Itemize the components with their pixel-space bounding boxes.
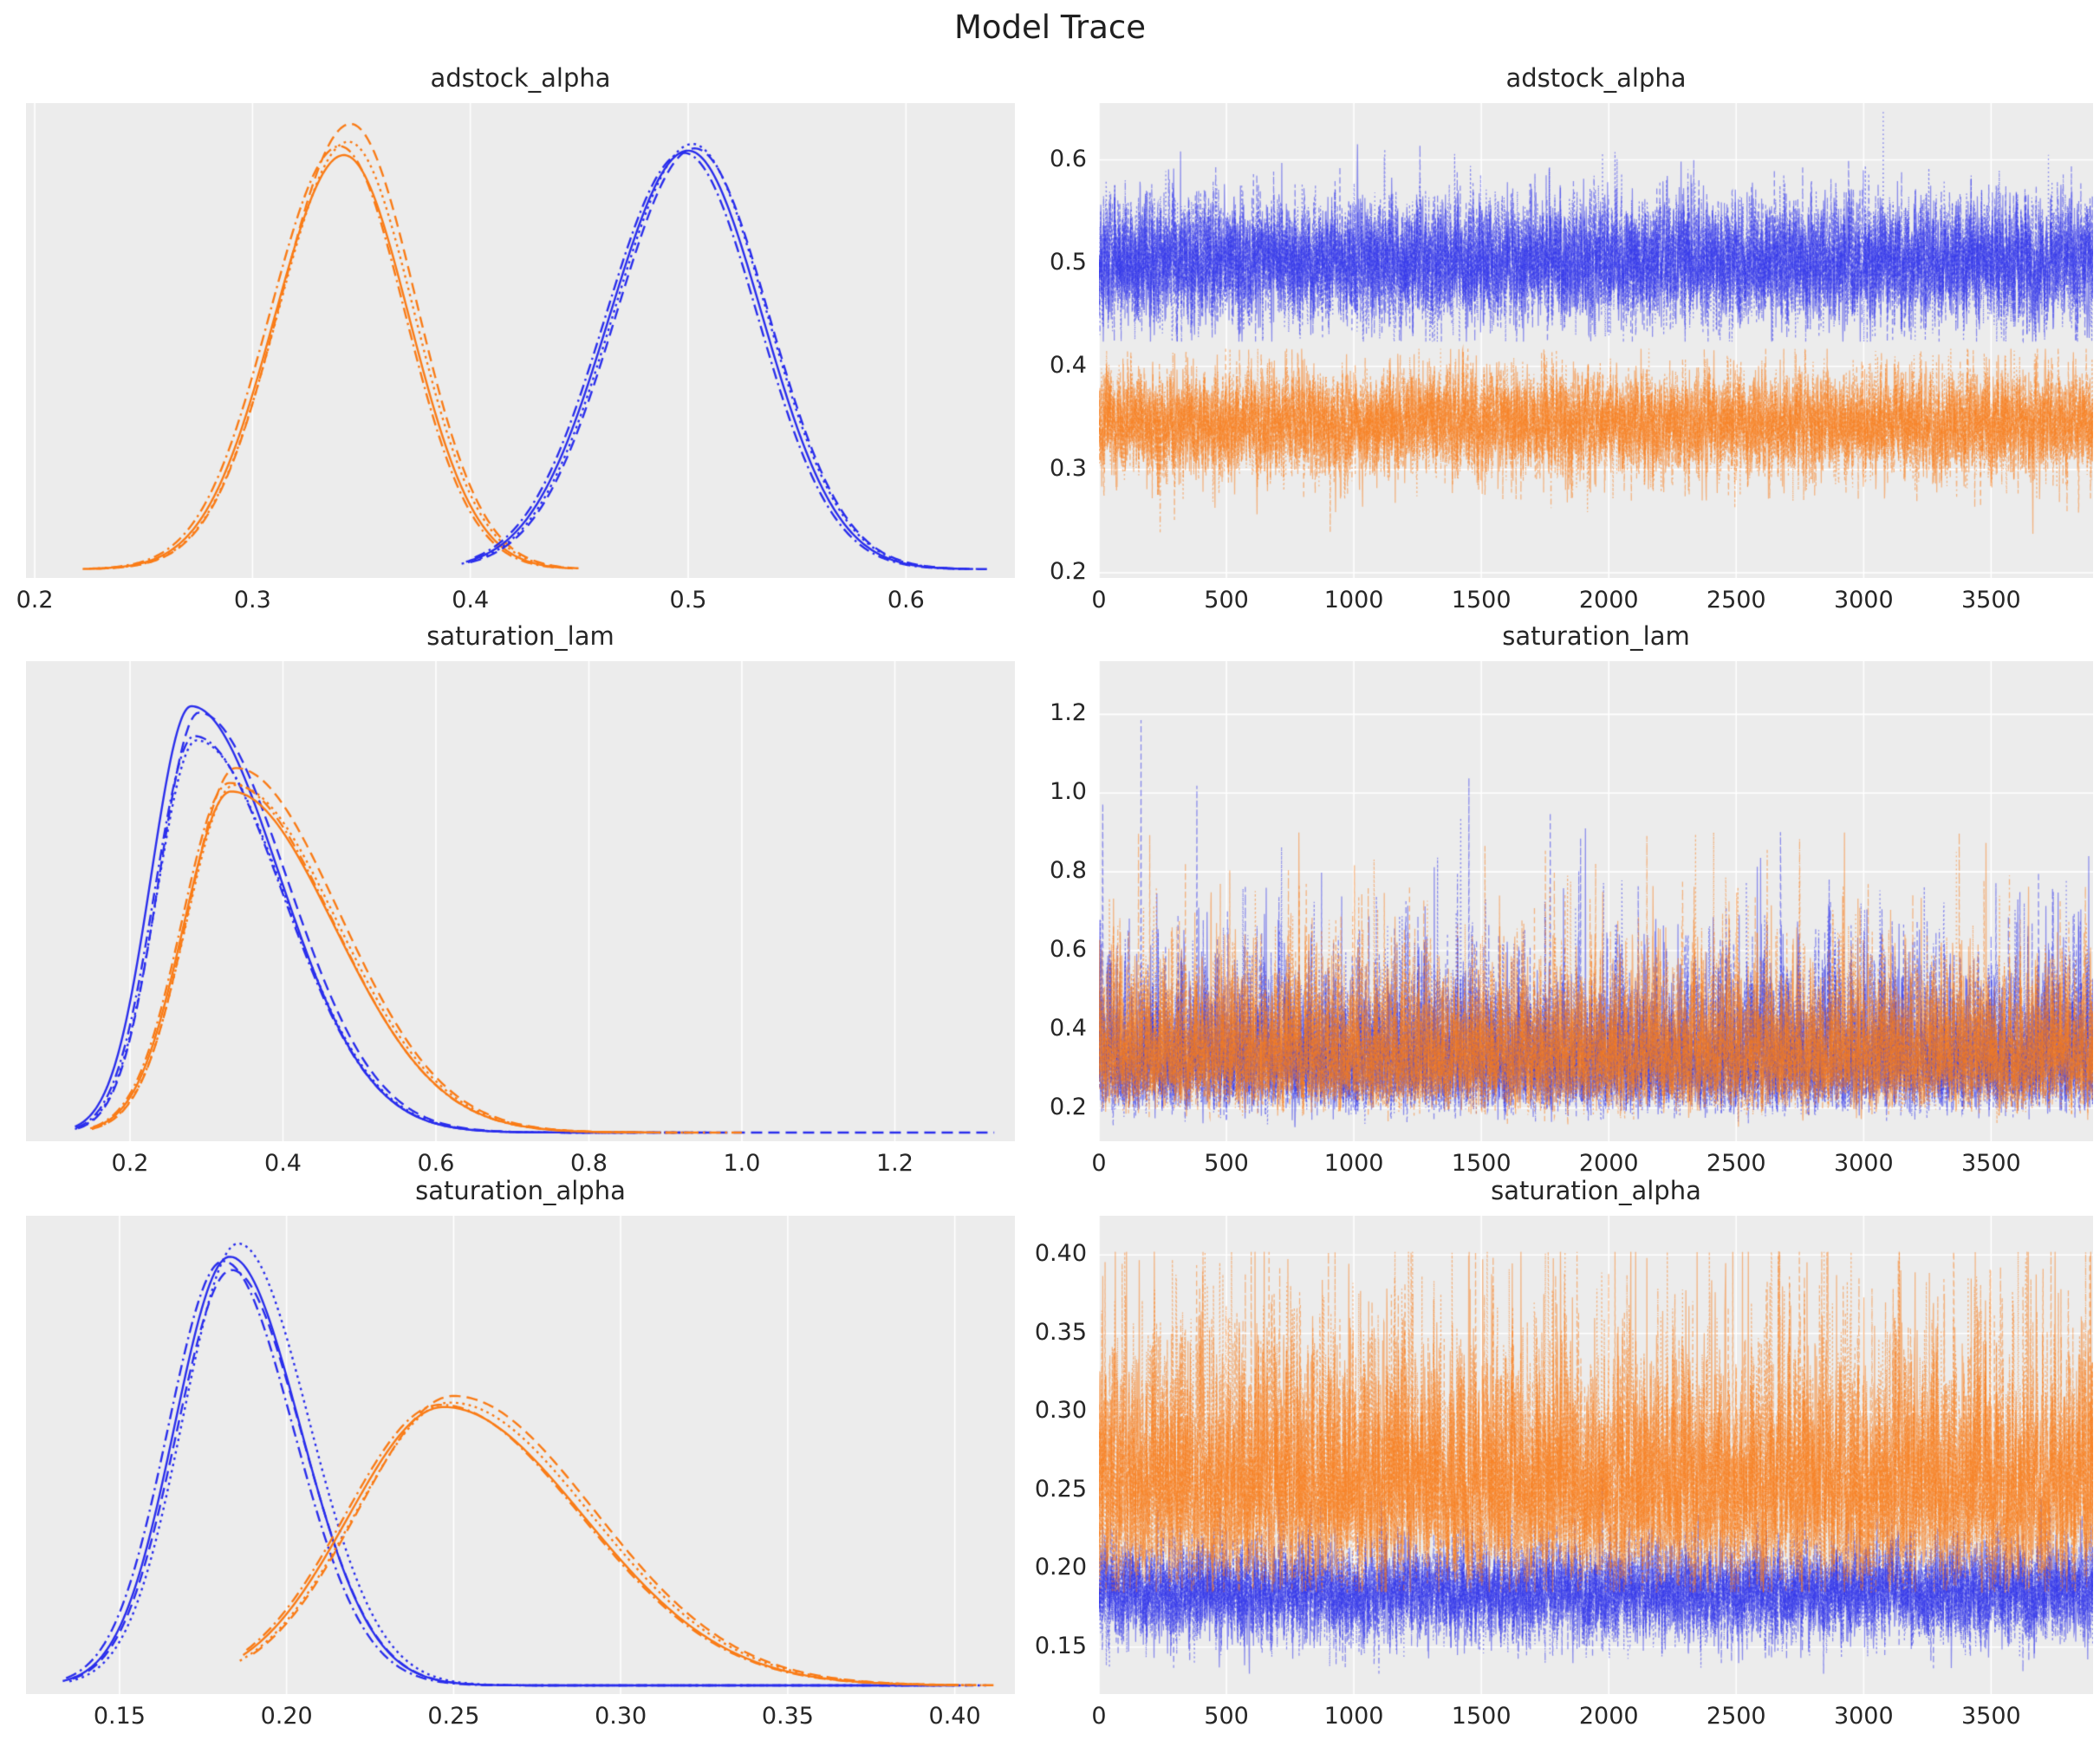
x-tick-label: 0.4: [264, 1150, 302, 1177]
y-tick-label: 0.3: [1050, 454, 1087, 482]
x-tick-label: 3500: [1960, 587, 2021, 614]
x-tick-label: 3500: [1960, 1703, 2021, 1730]
x-tick-label: 0.40: [928, 1703, 981, 1730]
subplot-title: saturation_alpha: [1491, 1176, 1701, 1205]
x-tick-label: 1.2: [875, 1150, 913, 1177]
y-tick-label: 0.4: [1050, 351, 1087, 379]
x-tick-label: 0: [1091, 1703, 1107, 1730]
saturation-alpha-trace-canvas: [1099, 1216, 2093, 1694]
x-tick-label: 2000: [1578, 1150, 1639, 1177]
y-tick-label: 0.2: [1050, 1093, 1087, 1120]
x-tick-label: 0.5: [669, 587, 707, 614]
x-tick-label: 0.6: [887, 587, 925, 614]
y-tick-label: 0.6: [1050, 145, 1087, 172]
subplot-saturation-lam-trace: saturation_lam 0 500 1000 1500 2000 2500 3000 3…: [1050, 621, 2093, 1177]
saturation-lam-kde-canvas: [26, 661, 1015, 1141]
x-tick-label: 0.2: [111, 1150, 149, 1177]
subplot-title: adstock_alpha: [430, 63, 611, 93]
x-tick-label: 1000: [1323, 587, 1384, 614]
x-tick-label: 1.0: [723, 1150, 761, 1177]
y-tick-label: 0.6: [1050, 935, 1087, 963]
x-tick-label: 2000: [1578, 1703, 1639, 1730]
subplot-title: saturation_lam: [426, 621, 614, 651]
y-tick-label: 0.30: [1034, 1397, 1087, 1425]
x-tick-label: 2500: [1706, 587, 1766, 614]
x-tick-label: 3000: [1833, 1703, 1894, 1730]
y-tick-label: 0.25: [1034, 1475, 1087, 1503]
subplot-saturation-alpha-kde: saturation_alpha 0.15 0.20 0.25 0.30 0.35 0.4…: [26, 1176, 1015, 1730]
x-tick-label: 3500: [1960, 1150, 2021, 1177]
saturation-lam-trace-canvas: [1099, 661, 2093, 1141]
adstock-alpha-kde-canvas: [26, 103, 1015, 578]
x-tick-label: 0.4: [452, 587, 490, 614]
x-tick-label: 1000: [1323, 1703, 1384, 1730]
x-tick-label: 2500: [1706, 1150, 1766, 1177]
x-tick-label: 1500: [1451, 1703, 1512, 1730]
x-tick-label: 2500: [1706, 1703, 1766, 1730]
subplot-saturation-lam-kde: saturation_lam 0.2 0.4 0.6 0.8 1.0 1.2: [26, 621, 1015, 1177]
x-tick-label: 0.25: [427, 1703, 480, 1730]
subplot-title: adstock_alpha: [1505, 63, 1687, 93]
y-tick-label: 0.2: [1050, 557, 1087, 585]
y-tick-label: 0.20: [1034, 1554, 1087, 1581]
saturation-alpha-kde-canvas: [26, 1216, 1015, 1694]
y-tick-label: 0.40: [1034, 1240, 1087, 1268]
x-tick-label: 0.35: [761, 1703, 814, 1730]
x-tick-label: 3000: [1833, 587, 1894, 614]
adstock-alpha-trace-canvas: [1099, 103, 2093, 578]
y-tick-label: 1.0: [1050, 778, 1087, 806]
x-tick-label: 0.2: [16, 587, 54, 614]
x-tick-label: 2000: [1578, 587, 1639, 614]
x-tick-label: 3000: [1833, 1150, 1894, 1177]
x-tick-label: 500: [1204, 1703, 1249, 1730]
subplot-title: saturation_lam: [1502, 621, 1690, 651]
y-tick-label: 1.2: [1050, 699, 1087, 727]
x-tick-label: 0.8: [569, 1150, 608, 1177]
y-tick-label: 0.8: [1050, 857, 1087, 885]
x-tick-label: 1500: [1451, 1150, 1512, 1177]
x-tick-label: 0.6: [417, 1150, 455, 1177]
y-tick-label: 0.35: [1034, 1318, 1087, 1346]
x-tick-label: 0.30: [595, 1703, 647, 1730]
x-tick-label: 1000: [1323, 1150, 1384, 1177]
y-tick-label: 0.4: [1050, 1014, 1087, 1042]
x-tick-label: 500: [1204, 1150, 1249, 1177]
subplot-adstock-alpha-trace: adstock_alpha 0 500 1000 1500 2000 2500 3000 35…: [1050, 63, 2093, 614]
x-tick-label: 0.15: [93, 1703, 146, 1730]
x-tick-label: 0: [1091, 587, 1107, 614]
subplot-adstock-alpha-kde: adstock_alpha 0.2 0.3 0.4 0.5 0.6: [16, 63, 1015, 614]
subplot-title: saturation_alpha: [415, 1176, 626, 1205]
x-tick-label: 0: [1091, 1150, 1107, 1177]
subplot-saturation-alpha-trace: saturation_alpha 0 500 1000 1500 2000 2500 300…: [1035, 1176, 2093, 1730]
y-tick-label: 0.15: [1034, 1632, 1087, 1659]
y-tick-label: 0.5: [1050, 248, 1087, 276]
x-tick-label: 0.20: [260, 1703, 313, 1730]
x-tick-label: 0.3: [233, 587, 271, 614]
figure-title: Model Trace: [953, 9, 1146, 46]
x-tick-label: 1500: [1451, 587, 1512, 614]
x-tick-label: 500: [1204, 587, 1249, 614]
